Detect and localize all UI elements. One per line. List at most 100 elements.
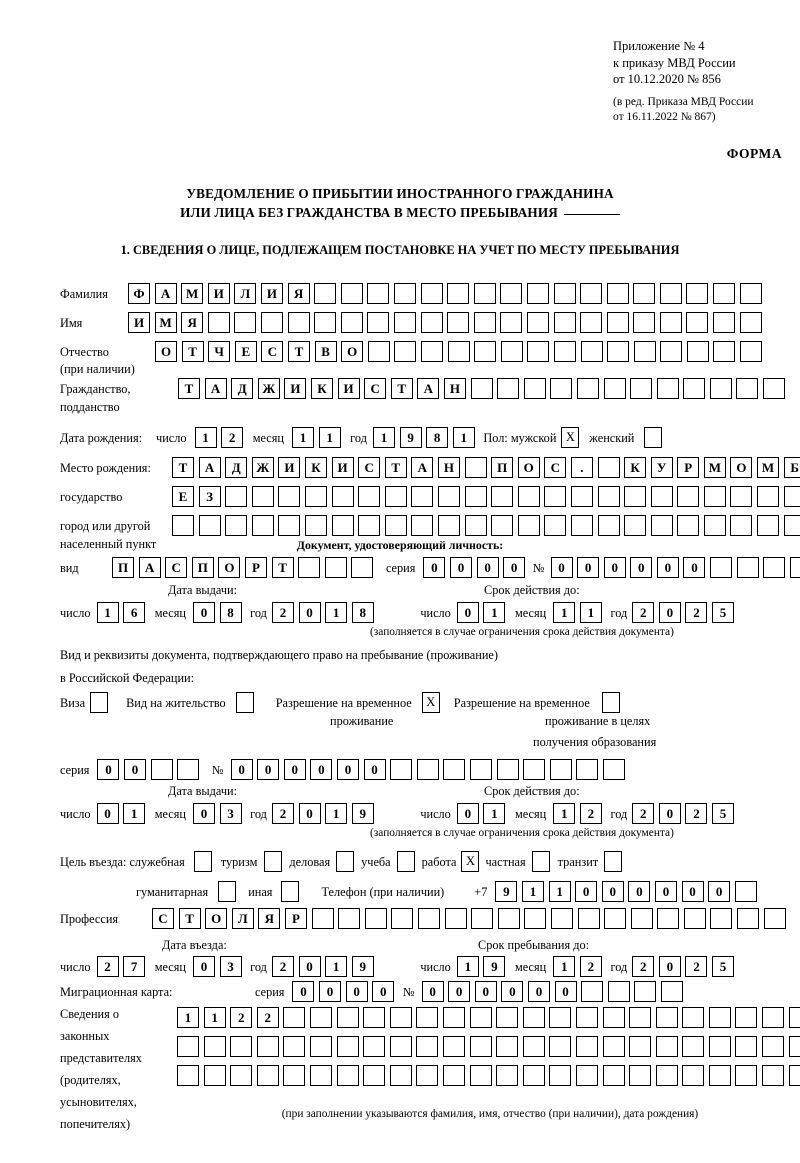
cell[interactable]: Ч xyxy=(208,341,231,362)
cell[interactable] xyxy=(384,486,407,507)
cell[interactable] xyxy=(496,1036,519,1057)
cell[interactable]: Т xyxy=(178,378,200,399)
cell[interactable]: 0 xyxy=(372,981,395,1002)
cell[interactable]: 0 xyxy=(124,759,147,780)
cell[interactable] xyxy=(606,312,629,333)
cell[interactable] xyxy=(575,1065,598,1086)
cell[interactable]: 5 xyxy=(712,602,735,623)
cell[interactable] xyxy=(713,341,736,362)
cell[interactable]: 7 xyxy=(123,956,146,977)
cell[interactable] xyxy=(517,486,540,507)
cell[interactable]: 2 xyxy=(256,1007,279,1028)
cell[interactable] xyxy=(283,1007,306,1028)
cell[interactable]: И xyxy=(337,378,360,399)
cell[interactable] xyxy=(655,1007,678,1028)
purpose-humanitarian-checkbox[interactable] xyxy=(218,881,237,902)
cell[interactable] xyxy=(762,1065,785,1086)
cell[interactable]: Т xyxy=(178,908,201,929)
cell[interactable]: С xyxy=(544,457,567,478)
cell[interactable] xyxy=(577,908,600,929)
cell[interactable] xyxy=(234,312,257,333)
cell[interactable] xyxy=(762,1007,785,1028)
cell[interactable]: О xyxy=(205,908,228,929)
cell[interactable]: 8 xyxy=(219,602,242,623)
cell[interactable] xyxy=(597,486,620,507)
cell[interactable]: И xyxy=(278,457,301,478)
cell[interactable]: И xyxy=(260,283,283,304)
cell[interactable]: С xyxy=(165,557,188,578)
cell[interactable] xyxy=(544,486,567,507)
cell[interactable]: А xyxy=(154,283,177,304)
cell[interactable] xyxy=(411,486,434,507)
cell[interactable] xyxy=(309,1036,332,1057)
cell[interactable] xyxy=(497,378,520,399)
cell[interactable] xyxy=(389,1065,412,1086)
cell[interactable]: 1 xyxy=(553,602,576,623)
cell[interactable] xyxy=(351,557,374,578)
cell[interactable] xyxy=(575,1036,598,1057)
temp-residence-edu-checkbox[interactable] xyxy=(601,692,620,713)
cell[interactable]: 0 xyxy=(554,981,577,1002)
cell[interactable] xyxy=(391,908,414,929)
cell[interactable] xyxy=(763,908,786,929)
cell[interactable] xyxy=(736,557,759,578)
cell[interactable]: 0 xyxy=(577,557,600,578)
cell[interactable] xyxy=(549,1065,572,1086)
cell[interactable]: 0 xyxy=(656,557,679,578)
purpose-business-checkbox[interactable] xyxy=(336,851,355,872)
cell[interactable]: Р xyxy=(244,557,267,578)
cell[interactable] xyxy=(260,312,283,333)
cell[interactable]: Т xyxy=(390,378,413,399)
cell[interactable]: 1 xyxy=(548,881,571,902)
cell[interactable]: 0 xyxy=(283,759,306,780)
cell[interactable] xyxy=(576,378,599,399)
cell[interactable] xyxy=(734,881,757,902)
cell[interactable] xyxy=(633,341,656,362)
cell[interactable]: 0 xyxy=(654,881,677,902)
cell[interactable]: А xyxy=(138,557,161,578)
cell[interactable]: 1 xyxy=(372,427,395,448)
cell[interactable] xyxy=(442,1036,465,1057)
cell[interactable]: 1 xyxy=(325,803,348,824)
cell[interactable] xyxy=(443,759,466,780)
cell[interactable]: 0 xyxy=(96,803,119,824)
cell[interactable]: 1 xyxy=(521,881,544,902)
cell[interactable]: 0 xyxy=(192,956,215,977)
purpose-private-checkbox[interactable] xyxy=(531,851,550,872)
cell[interactable] xyxy=(474,341,497,362)
cell[interactable]: 0 xyxy=(501,981,524,1002)
cell[interactable] xyxy=(788,1007,800,1028)
cell[interactable]: 0 xyxy=(575,881,598,902)
cell[interactable] xyxy=(304,515,327,536)
cell[interactable] xyxy=(416,1065,439,1086)
cell[interactable]: 1 xyxy=(579,602,602,623)
cell[interactable] xyxy=(713,283,736,304)
cell[interactable] xyxy=(735,1036,758,1057)
cell[interactable]: Е xyxy=(234,341,257,362)
cell[interactable]: 0 xyxy=(298,803,321,824)
cell[interactable] xyxy=(683,908,706,929)
cell[interactable]: 2 xyxy=(271,956,294,977)
cell[interactable]: 2 xyxy=(579,956,602,977)
cell[interactable] xyxy=(203,1065,226,1086)
cell[interactable] xyxy=(581,981,604,1002)
cell[interactable] xyxy=(655,1065,678,1086)
cell[interactable]: 9 xyxy=(351,803,374,824)
cell[interactable] xyxy=(602,1007,625,1028)
cell[interactable] xyxy=(650,515,673,536)
cell[interactable] xyxy=(471,908,494,929)
cell[interactable]: 3 xyxy=(219,803,242,824)
cell[interactable]: Д xyxy=(231,378,254,399)
cell[interactable] xyxy=(420,312,443,333)
cell[interactable] xyxy=(363,1065,386,1086)
cell[interactable] xyxy=(393,312,416,333)
cell[interactable] xyxy=(686,312,709,333)
